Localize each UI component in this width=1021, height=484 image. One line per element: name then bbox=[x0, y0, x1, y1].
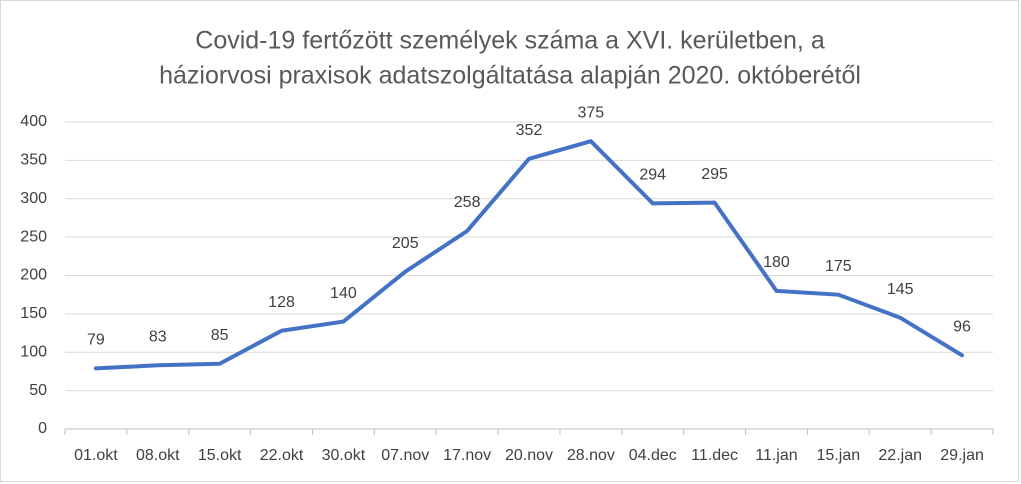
chart-title: háziorvosi praxisok adatszolgáltatása al… bbox=[159, 62, 861, 90]
data-label: 294 bbox=[639, 167, 666, 184]
data-label: 375 bbox=[578, 104, 605, 121]
data-label: 140 bbox=[330, 285, 357, 302]
x-tick-label: 17.nov bbox=[443, 447, 491, 464]
y-tick-label: 0 bbox=[38, 420, 47, 437]
data-label: 258 bbox=[454, 194, 481, 211]
data-label: 145 bbox=[887, 281, 914, 298]
data-label: 85 bbox=[211, 327, 229, 344]
data-label: 205 bbox=[392, 235, 419, 252]
data-label: 175 bbox=[825, 258, 852, 275]
data-label: 352 bbox=[516, 122, 543, 139]
data-label: 96 bbox=[953, 319, 971, 336]
x-tick-label: 11.dec bbox=[691, 447, 738, 464]
x-tick-label: 29.jan bbox=[940, 447, 984, 464]
x-tick-label: 20.nov bbox=[505, 447, 553, 464]
x-tick-label: 11.jan bbox=[755, 447, 797, 464]
y-tick-label: 200 bbox=[20, 267, 47, 284]
x-tick-label: 04.dec bbox=[629, 447, 677, 464]
x-tick-label: 22.okt bbox=[260, 447, 304, 464]
chart-title: Covid-19 fertőzött személyek száma a XVI… bbox=[195, 27, 825, 55]
x-tick-label: 28.nov bbox=[567, 447, 615, 464]
y-tick-label: 50 bbox=[29, 382, 47, 399]
x-tick-label: 07.nov bbox=[381, 447, 429, 464]
data-label: 295 bbox=[701, 166, 728, 183]
x-tick-label: 15.jan bbox=[817, 447, 861, 464]
y-tick-label: 100 bbox=[20, 343, 47, 360]
x-tick-label: 15.okt bbox=[198, 447, 242, 464]
data-label: 180 bbox=[763, 254, 790, 271]
data-label: 79 bbox=[87, 332, 105, 349]
y-tick-label: 350 bbox=[20, 152, 47, 169]
data-line bbox=[93, 139, 965, 371]
data-label: 128 bbox=[268, 294, 295, 311]
y-tick-label: 300 bbox=[20, 190, 47, 207]
x-tick-label: 22.jan bbox=[878, 447, 922, 464]
y-tick-label: 400 bbox=[20, 113, 47, 130]
data-label: 83 bbox=[149, 329, 167, 346]
y-tick-label: 250 bbox=[20, 228, 47, 245]
y-tick-label: 150 bbox=[20, 305, 47, 322]
x-tick-label: 30.okt bbox=[322, 447, 366, 464]
x-tick-label: 01.okt bbox=[74, 447, 118, 464]
x-tick-label: 08.okt bbox=[136, 447, 180, 464]
